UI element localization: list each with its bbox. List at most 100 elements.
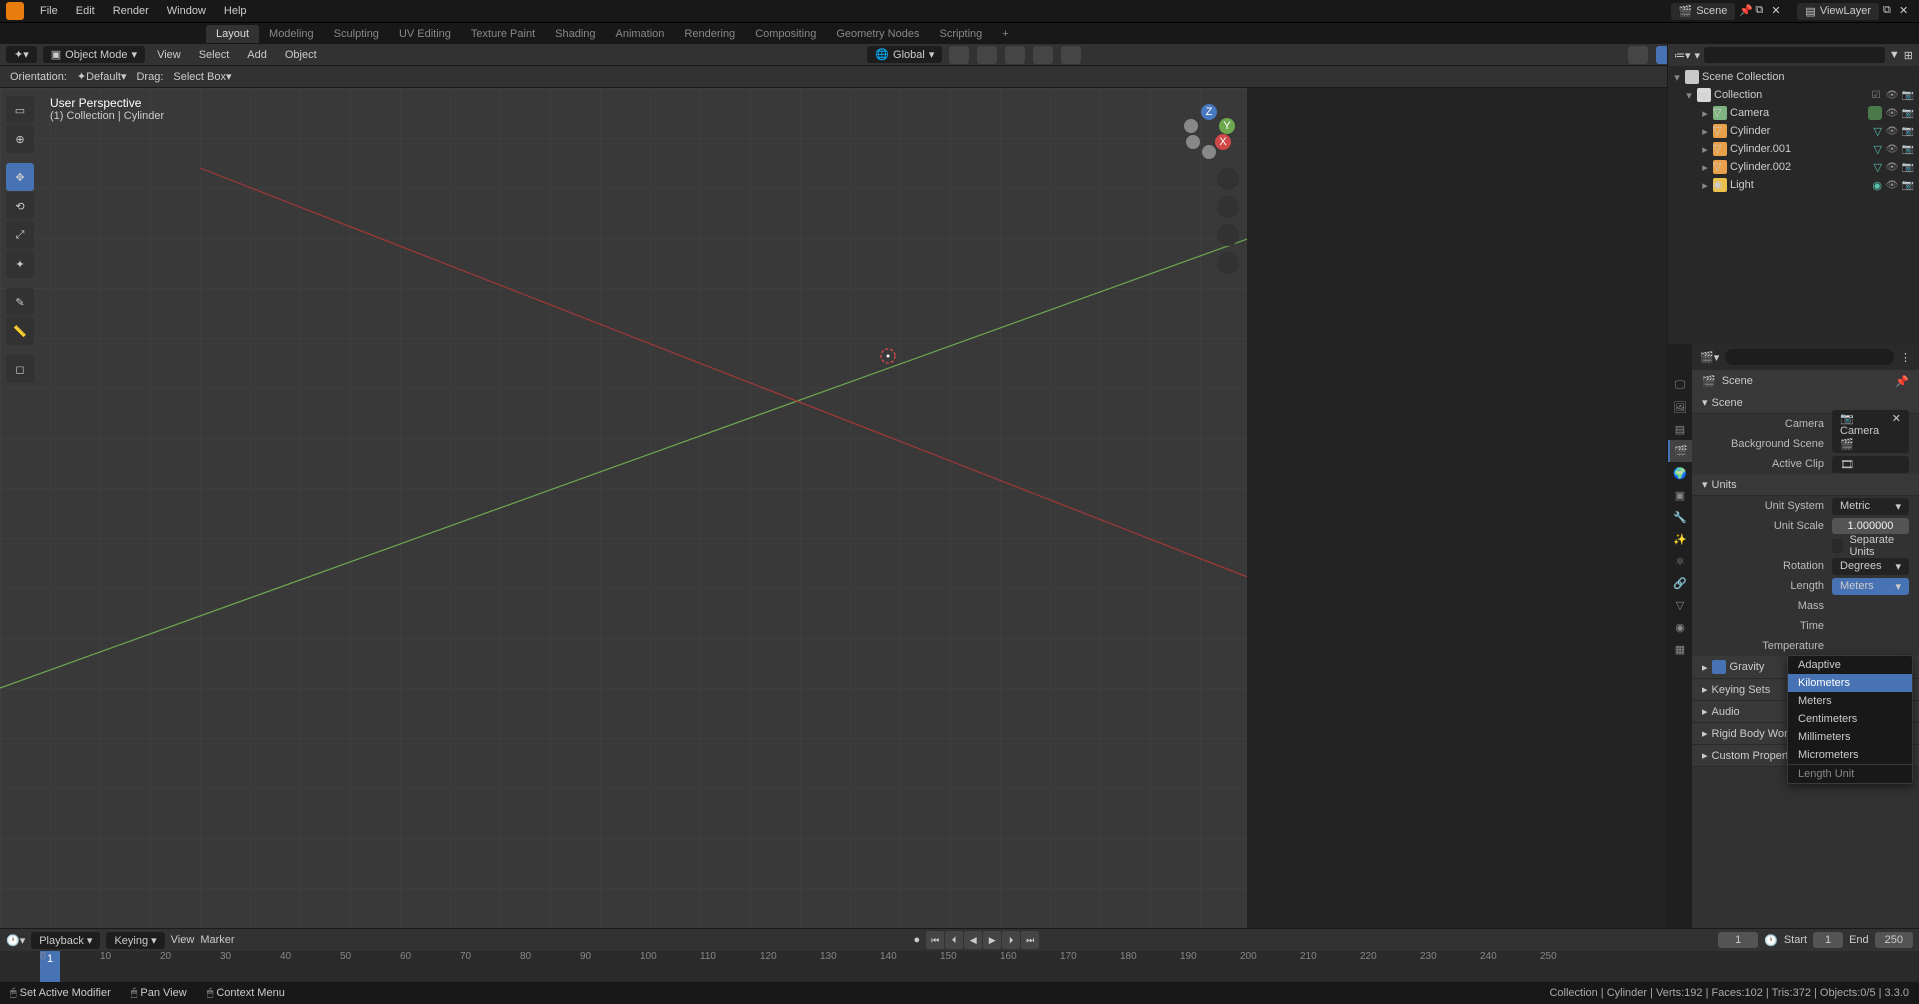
ptab-particles[interactable]: ✨: [1668, 528, 1692, 550]
jump-end-button[interactable]: ⏭: [1021, 931, 1039, 949]
timeline-playback-menu[interactable]: Playback ▾: [31, 932, 100, 949]
length-opt-adaptive[interactable]: Adaptive: [1788, 656, 1912, 674]
bgscene-selector[interactable]: 🎬: [1832, 436, 1909, 453]
menu-edit[interactable]: Edit: [68, 2, 103, 20]
proportional-toggle[interactable]: [1033, 46, 1053, 64]
keyframe-next-button[interactable]: ⏵: [1002, 931, 1020, 949]
viewlayer-selector[interactable]: ▤ ViewLayer: [1797, 3, 1879, 20]
ptab-object[interactable]: ▣: [1668, 484, 1692, 506]
transform-orientation[interactable]: 🌐 Global ▾: [867, 46, 942, 63]
outliner-item-cylinder001[interactable]: ▸▽ Cylinder.001 ▽ 👁📷: [1668, 140, 1919, 158]
ptab-constraints[interactable]: 🔗: [1668, 572, 1692, 594]
zoom-icon[interactable]: [1217, 168, 1239, 190]
header-view-menu[interactable]: View: [151, 47, 187, 63]
outliner-item-cylinder[interactable]: ▸▽ Cylinder ▽ 👁📷: [1668, 122, 1919, 140]
menu-window[interactable]: Window: [159, 2, 214, 20]
tool-addcube[interactable]: ◻: [6, 355, 34, 383]
ptab-render[interactable]: 🖵: [1668, 374, 1692, 396]
length-opt-kilometers[interactable]: Kilometers: [1788, 674, 1912, 692]
start-frame-input[interactable]: 1: [1813, 932, 1843, 948]
outliner-item-camera[interactable]: ▸▽ Camera 👁📷: [1668, 104, 1919, 122]
menu-help[interactable]: Help: [216, 2, 255, 20]
outliner-type-icon[interactable]: ≔▾: [1674, 49, 1691, 62]
editor-type-selector[interactable]: ✦▾: [6, 46, 37, 63]
length-opt-micrometers[interactable]: Micrometers: [1788, 746, 1912, 764]
tab-scripting[interactable]: Scripting: [929, 25, 992, 43]
length-opt-millimeters[interactable]: Millimeters: [1788, 728, 1912, 746]
tab-shading[interactable]: Shading: [545, 25, 605, 43]
tab-texturepaint[interactable]: Texture Paint: [461, 25, 545, 43]
current-frame-input[interactable]: 1: [1718, 932, 1758, 948]
display-mode-icon[interactable]: ▾: [1695, 49, 1701, 62]
menu-file[interactable]: File: [32, 2, 66, 20]
ptab-physics[interactable]: ⚛: [1668, 550, 1692, 572]
options-icon[interactable]: ⋮: [1900, 351, 1911, 364]
outliner-item-light[interactable]: ▸◉ Light ◉ 👁📷: [1668, 176, 1919, 194]
pivot-selector[interactable]: [949, 46, 969, 64]
tab-compositing[interactable]: Compositing: [745, 25, 826, 43]
add-workspace-button[interactable]: +: [992, 25, 1018, 43]
ptab-viewlayer[interactable]: ▤: [1668, 418, 1692, 440]
outliner-search-input[interactable]: [1704, 47, 1885, 63]
perspective-toggle-icon[interactable]: [1217, 252, 1239, 274]
ptab-modifiers[interactable]: 🔧: [1668, 506, 1692, 528]
tool-measure[interactable]: 📏: [6, 317, 34, 345]
separate-units-checkbox[interactable]: [1832, 539, 1843, 553]
ptab-output[interactable]: 🖼: [1668, 396, 1692, 418]
tab-modeling[interactable]: Modeling: [259, 25, 324, 43]
tool-annotate[interactable]: ✎: [6, 288, 34, 316]
unit-system-selector[interactable]: Metric▾: [1832, 498, 1909, 515]
tab-layout[interactable]: Layout: [206, 25, 259, 43]
length-opt-meters[interactable]: Meters: [1788, 692, 1912, 710]
tool-select[interactable]: ▭: [6, 96, 34, 124]
header-select-menu[interactable]: Select: [193, 47, 236, 63]
tool-rotate[interactable]: ⟲: [6, 192, 34, 220]
tab-uvediting[interactable]: UV Editing: [389, 25, 461, 43]
new-collection-icon[interactable]: ⊞: [1904, 49, 1913, 62]
keyframe-prev-button[interactable]: ⏴: [945, 931, 963, 949]
tool-transform[interactable]: ✦: [6, 250, 34, 278]
scene-selector[interactable]: 🎬 Scene: [1671, 3, 1736, 20]
tool-move[interactable]: ✥: [6, 163, 34, 191]
3d-viewport[interactable]: User Perspective (1) Collection | Cylind…: [0, 88, 1247, 928]
tool-cursor[interactable]: ⊕: [6, 125, 34, 153]
play-reverse-button[interactable]: ◀: [964, 931, 982, 949]
proportional-falloff[interactable]: [1061, 46, 1081, 64]
unit-scale-input[interactable]: 1.000000: [1832, 518, 1909, 534]
drag-selector[interactable]: Select Box▾: [173, 70, 231, 83]
new-scene-icon[interactable]: ✕: [1771, 4, 1785, 18]
copy-viewlayer-icon[interactable]: ⧉: [1883, 4, 1897, 18]
ptab-world[interactable]: 🌍: [1668, 462, 1692, 484]
end-frame-input[interactable]: 250: [1875, 932, 1913, 948]
gravity-checkbox[interactable]: [1712, 660, 1726, 674]
remove-viewlayer-icon[interactable]: ✕: [1899, 4, 1913, 18]
tab-sculpting[interactable]: Sculpting: [324, 25, 389, 43]
timeline-ruler[interactable]: 1 01020304050607080901001101201301401501…: [0, 951, 1919, 983]
header-object-menu[interactable]: Object: [279, 47, 323, 63]
outliner-scene-collection[interactable]: ▾▭ Scene Collection: [1668, 68, 1919, 86]
outliner-item-cylinder002[interactable]: ▸▽ Cylinder.002 ▽ 👁📷: [1668, 158, 1919, 176]
visibility-selector[interactable]: [1628, 46, 1648, 64]
menu-render[interactable]: Render: [105, 2, 157, 20]
ptab-data[interactable]: ▽: [1668, 594, 1692, 616]
pan-icon[interactable]: [1217, 196, 1239, 218]
snap-selector[interactable]: [1005, 46, 1025, 64]
jump-start-button[interactable]: ⏮: [926, 931, 944, 949]
header-add-menu[interactable]: Add: [241, 47, 273, 63]
filter-icon[interactable]: ▼: [1889, 49, 1900, 61]
preview-range-icon[interactable]: 🕐: [1764, 934, 1778, 947]
snap-toggle[interactable]: [977, 46, 997, 64]
timeline-marker-menu[interactable]: Marker: [200, 934, 234, 946]
tab-rendering[interactable]: Rendering: [674, 25, 745, 43]
tool-scale[interactable]: ⤢: [6, 221, 34, 249]
timeline-keying-menu[interactable]: Keying ▾: [106, 932, 164, 949]
camera-view-icon[interactable]: [1217, 224, 1239, 246]
properties-search-input[interactable]: [1725, 349, 1894, 365]
pin-icon[interactable]: 📌: [1895, 375, 1909, 388]
clip-selector[interactable]: 🎞: [1832, 456, 1909, 473]
outliner-collection[interactable]: ▾▭ Collection ☑👁📷: [1668, 86, 1919, 104]
properties-type-icon[interactable]: 🎬▾: [1700, 351, 1719, 364]
tab-animation[interactable]: Animation: [606, 25, 675, 43]
pin-icon[interactable]: 📌: [1739, 4, 1753, 18]
copy-scene-icon[interactable]: ⧉: [1755, 4, 1769, 18]
